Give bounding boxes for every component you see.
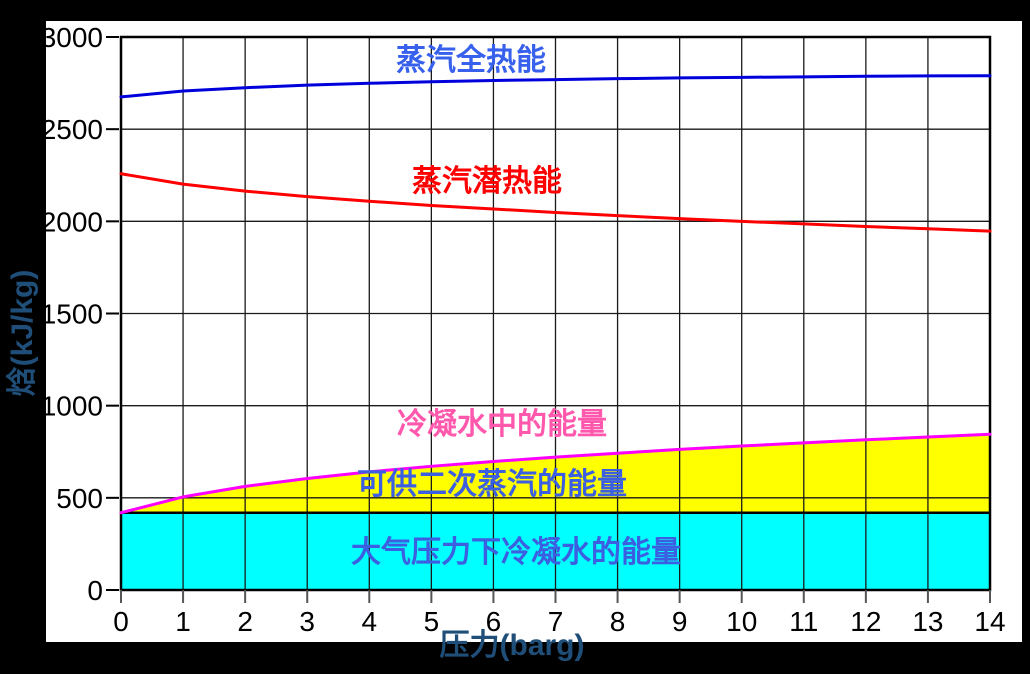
y-axis-title: 焓(kJ/kg) xyxy=(5,270,39,397)
y-tick-label: 3000 xyxy=(41,22,103,53)
x-tick-label: 7 xyxy=(548,606,564,637)
x-tick-label: 2 xyxy=(237,606,253,637)
x-tick-label: 12 xyxy=(850,606,881,637)
x-tick-label: 10 xyxy=(726,606,757,637)
y-tick-label: 0 xyxy=(87,575,103,606)
x-tick-label: 4 xyxy=(361,606,377,637)
y-tick-label: 2500 xyxy=(41,114,103,145)
label-atmospheric-condensate-energy: 大气压力下冷凝水的能量 xyxy=(351,536,681,569)
axis-tick-labels: 0 1 2 3 4 5 6 7 8 9 10 11 12 13 1405001000150020002500… xyxy=(41,22,1006,637)
x-tick-label: 5 xyxy=(424,606,440,637)
x-tick-label: 6 xyxy=(486,606,502,637)
x-axis-title: 压力(barg) xyxy=(440,629,585,662)
y-tick-label: 500 xyxy=(56,483,103,514)
axis-ticks xyxy=(106,36,991,603)
y-tick-label: 2000 xyxy=(41,206,103,237)
curve-2 xyxy=(119,432,992,515)
x-tick-label: 8 xyxy=(610,606,626,637)
curve-0 xyxy=(119,74,992,99)
data-curves xyxy=(119,74,992,515)
x-tick-label: 11 xyxy=(789,606,818,637)
y-tick-label: 1500 xyxy=(41,299,103,330)
x-tick-label: 1 xyxy=(175,606,191,637)
x-tick-label: 13 xyxy=(912,606,943,637)
x-tick-label: 14 xyxy=(974,606,1005,637)
curve-1 xyxy=(119,172,992,233)
label-flash-steam-energy: 可供二次蒸汽的能量 xyxy=(357,468,627,501)
x-tick-label: 0 xyxy=(113,606,129,637)
x-tick-label: 9 xyxy=(672,606,688,637)
label-latent-steam-heat: 蒸汽潜热能 xyxy=(412,165,562,198)
label-total-steam-heat: 蒸汽全热能 xyxy=(396,43,546,77)
y-tick-label: 1000 xyxy=(41,391,103,422)
label-condensate-energy: 冷凝水中的能量 xyxy=(397,408,607,441)
x-tick-label: 3 xyxy=(299,606,315,637)
